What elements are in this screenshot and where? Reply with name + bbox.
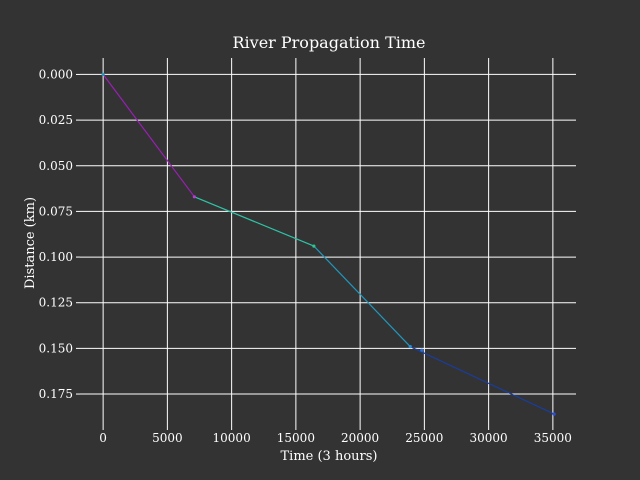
series-line-4 [409, 346, 555, 415]
y-axis-label: Distance (km) [23, 197, 38, 289]
plot-area [101, 72, 556, 416]
y-tick-label: 0.025 [39, 113, 73, 127]
y-tick-label: 0.175 [39, 387, 73, 401]
x-tick-label: 10000 [213, 431, 251, 445]
x-tick-label: 15000 [277, 431, 315, 445]
y-tick-label: 0.050 [39, 159, 73, 173]
x-tick-label: 25000 [405, 431, 443, 445]
data-point [552, 412, 556, 416]
x-tick-label: 0 [99, 431, 107, 445]
x-tick-label: 20000 [341, 431, 379, 445]
y-tick-label: 0.125 [39, 296, 73, 310]
grid [80, 58, 576, 426]
y-tick-label: 0.075 [39, 204, 73, 218]
y-tick-label: 0.150 [39, 341, 73, 355]
chart-title: River Propagation Time [232, 33, 425, 52]
y-tick-label: 0.100 [39, 250, 73, 264]
y-tick-label: 0.000 [39, 67, 73, 81]
data-point [192, 195, 196, 199]
series-line-1 [102, 74, 195, 198]
x-tick-label: 35000 [534, 431, 572, 445]
series-line-3 [313, 245, 411, 348]
data-point [420, 348, 424, 352]
x-tick-label: 30000 [470, 431, 508, 445]
series-line-2 [194, 196, 315, 247]
x-tick-label: 5000 [152, 431, 183, 445]
y-axis: 0.000 0.025 0.050 0.075 0.100 0.125 0.150 0.175 [39, 67, 80, 401]
data-point [408, 344, 412, 349]
data-point [312, 244, 316, 248]
x-axis: 0 5000 10000 15000 20000 25000 30000 35000 [99, 426, 572, 445]
data-point [101, 72, 105, 77]
x-axis-label: Time (3 hours) [281, 449, 378, 464]
